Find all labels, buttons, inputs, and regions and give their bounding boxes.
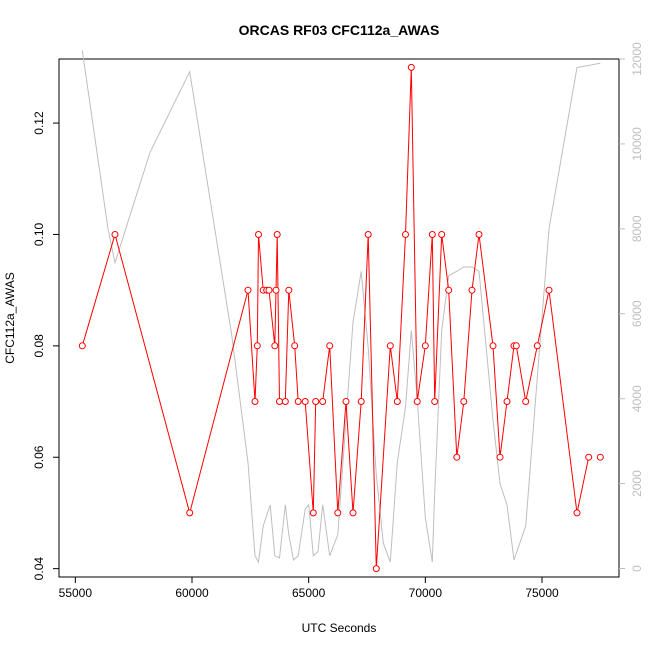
red-point-31 (402, 231, 409, 238)
y-tick-label-4: 0.12 (32, 111, 46, 135)
y-tick-label-0: 0.04 (32, 557, 46, 581)
red-point-21 (319, 398, 327, 405)
red-point-45 (503, 398, 511, 405)
x-tick-label-4: 75000 (525, 586, 559, 600)
red-point-15 (285, 286, 293, 294)
chart-title: ORCAS RF03 CFC112a_AWAS (239, 22, 440, 38)
red-point-18 (301, 398, 309, 405)
y-tick-label-3: 0.10 (32, 222, 46, 246)
red-point-39 (453, 453, 461, 461)
red-point-12 (273, 231, 281, 238)
red-point-35 (428, 231, 436, 238)
gray-series-line (81, 50, 601, 564)
red-point-37 (438, 231, 446, 238)
red-point-17 (294, 398, 302, 405)
y2-tick-label-4: 8000 (630, 215, 644, 242)
red-point-25 (349, 509, 357, 517)
y2-tick-label-0: 0 (630, 565, 644, 572)
y-axis-label: CFC112a_AWAS (3, 272, 17, 364)
series-left-red-line (78, 63, 604, 573)
red-series-line (81, 67, 590, 569)
red-point-38 (445, 286, 453, 294)
x-tick-label-1: 60000 (175, 586, 209, 600)
red-point-44 (496, 453, 504, 461)
red-point-47 (512, 342, 520, 350)
red-point-36 (431, 398, 439, 405)
red-point-6 (255, 231, 262, 238)
red-point-10 (271, 342, 279, 350)
y2-tick-label-5: 10000 (630, 127, 644, 161)
x-tick-label-0: 55000 (59, 586, 93, 600)
plot-frame (58, 58, 620, 578)
red-point-16 (291, 342, 299, 350)
x-axis-label: UTC Seconds (302, 621, 377, 635)
red-point-48 (522, 398, 530, 405)
red-point-20 (312, 398, 320, 405)
red-point-32 (407, 63, 415, 71)
red-point-50 (545, 286, 553, 294)
red-point-29 (386, 342, 394, 350)
red-point-3 (244, 286, 252, 294)
red-point-0 (78, 342, 86, 350)
red-point-14 (281, 398, 289, 405)
red-point-2 (186, 509, 194, 517)
red-point-27 (364, 231, 372, 238)
red-point-41 (468, 286, 476, 294)
y-tick-label-2: 0.08 (32, 334, 46, 358)
red-point-33 (413, 398, 421, 405)
x-tick-label-3: 70000 (409, 586, 443, 600)
red-point-52 (585, 453, 593, 461)
red-point-28 (372, 565, 380, 573)
red-point-23 (334, 509, 342, 517)
red-point-4 (251, 398, 259, 405)
red-point-26 (357, 398, 365, 405)
red-point-22 (326, 342, 334, 350)
red-point-51 (573, 509, 581, 517)
red-point-9 (265, 286, 273, 294)
red-point-49 (533, 342, 541, 350)
y2-tick-label-2: 4000 (630, 385, 644, 412)
red-point-42 (475, 231, 483, 238)
x-tick-label-2: 65000 (292, 586, 326, 600)
y2-tick-label-1: 2000 (630, 470, 644, 497)
red-point-30 (393, 398, 401, 405)
axes: 55000 60000 65000 70000 750000.040.060.080.1… (32, 42, 644, 600)
red-point-40 (460, 398, 468, 405)
red-point-13 (276, 398, 283, 405)
red-point-43 (489, 342, 497, 350)
red-point-19 (309, 509, 317, 517)
red-point-1 (111, 231, 119, 238)
series-right-gray-line (81, 50, 601, 564)
red-point-5 (253, 342, 261, 350)
red-point-11 (272, 286, 280, 294)
red-point-34 (421, 342, 429, 350)
y2-tick-label-6: 12000 (630, 42, 644, 76)
red-point-24 (342, 398, 350, 405)
red-point-53 (596, 453, 604, 461)
y2-tick-label-3: 6000 (630, 300, 644, 327)
y-tick-label-1: 0.06 (32, 445, 46, 469)
